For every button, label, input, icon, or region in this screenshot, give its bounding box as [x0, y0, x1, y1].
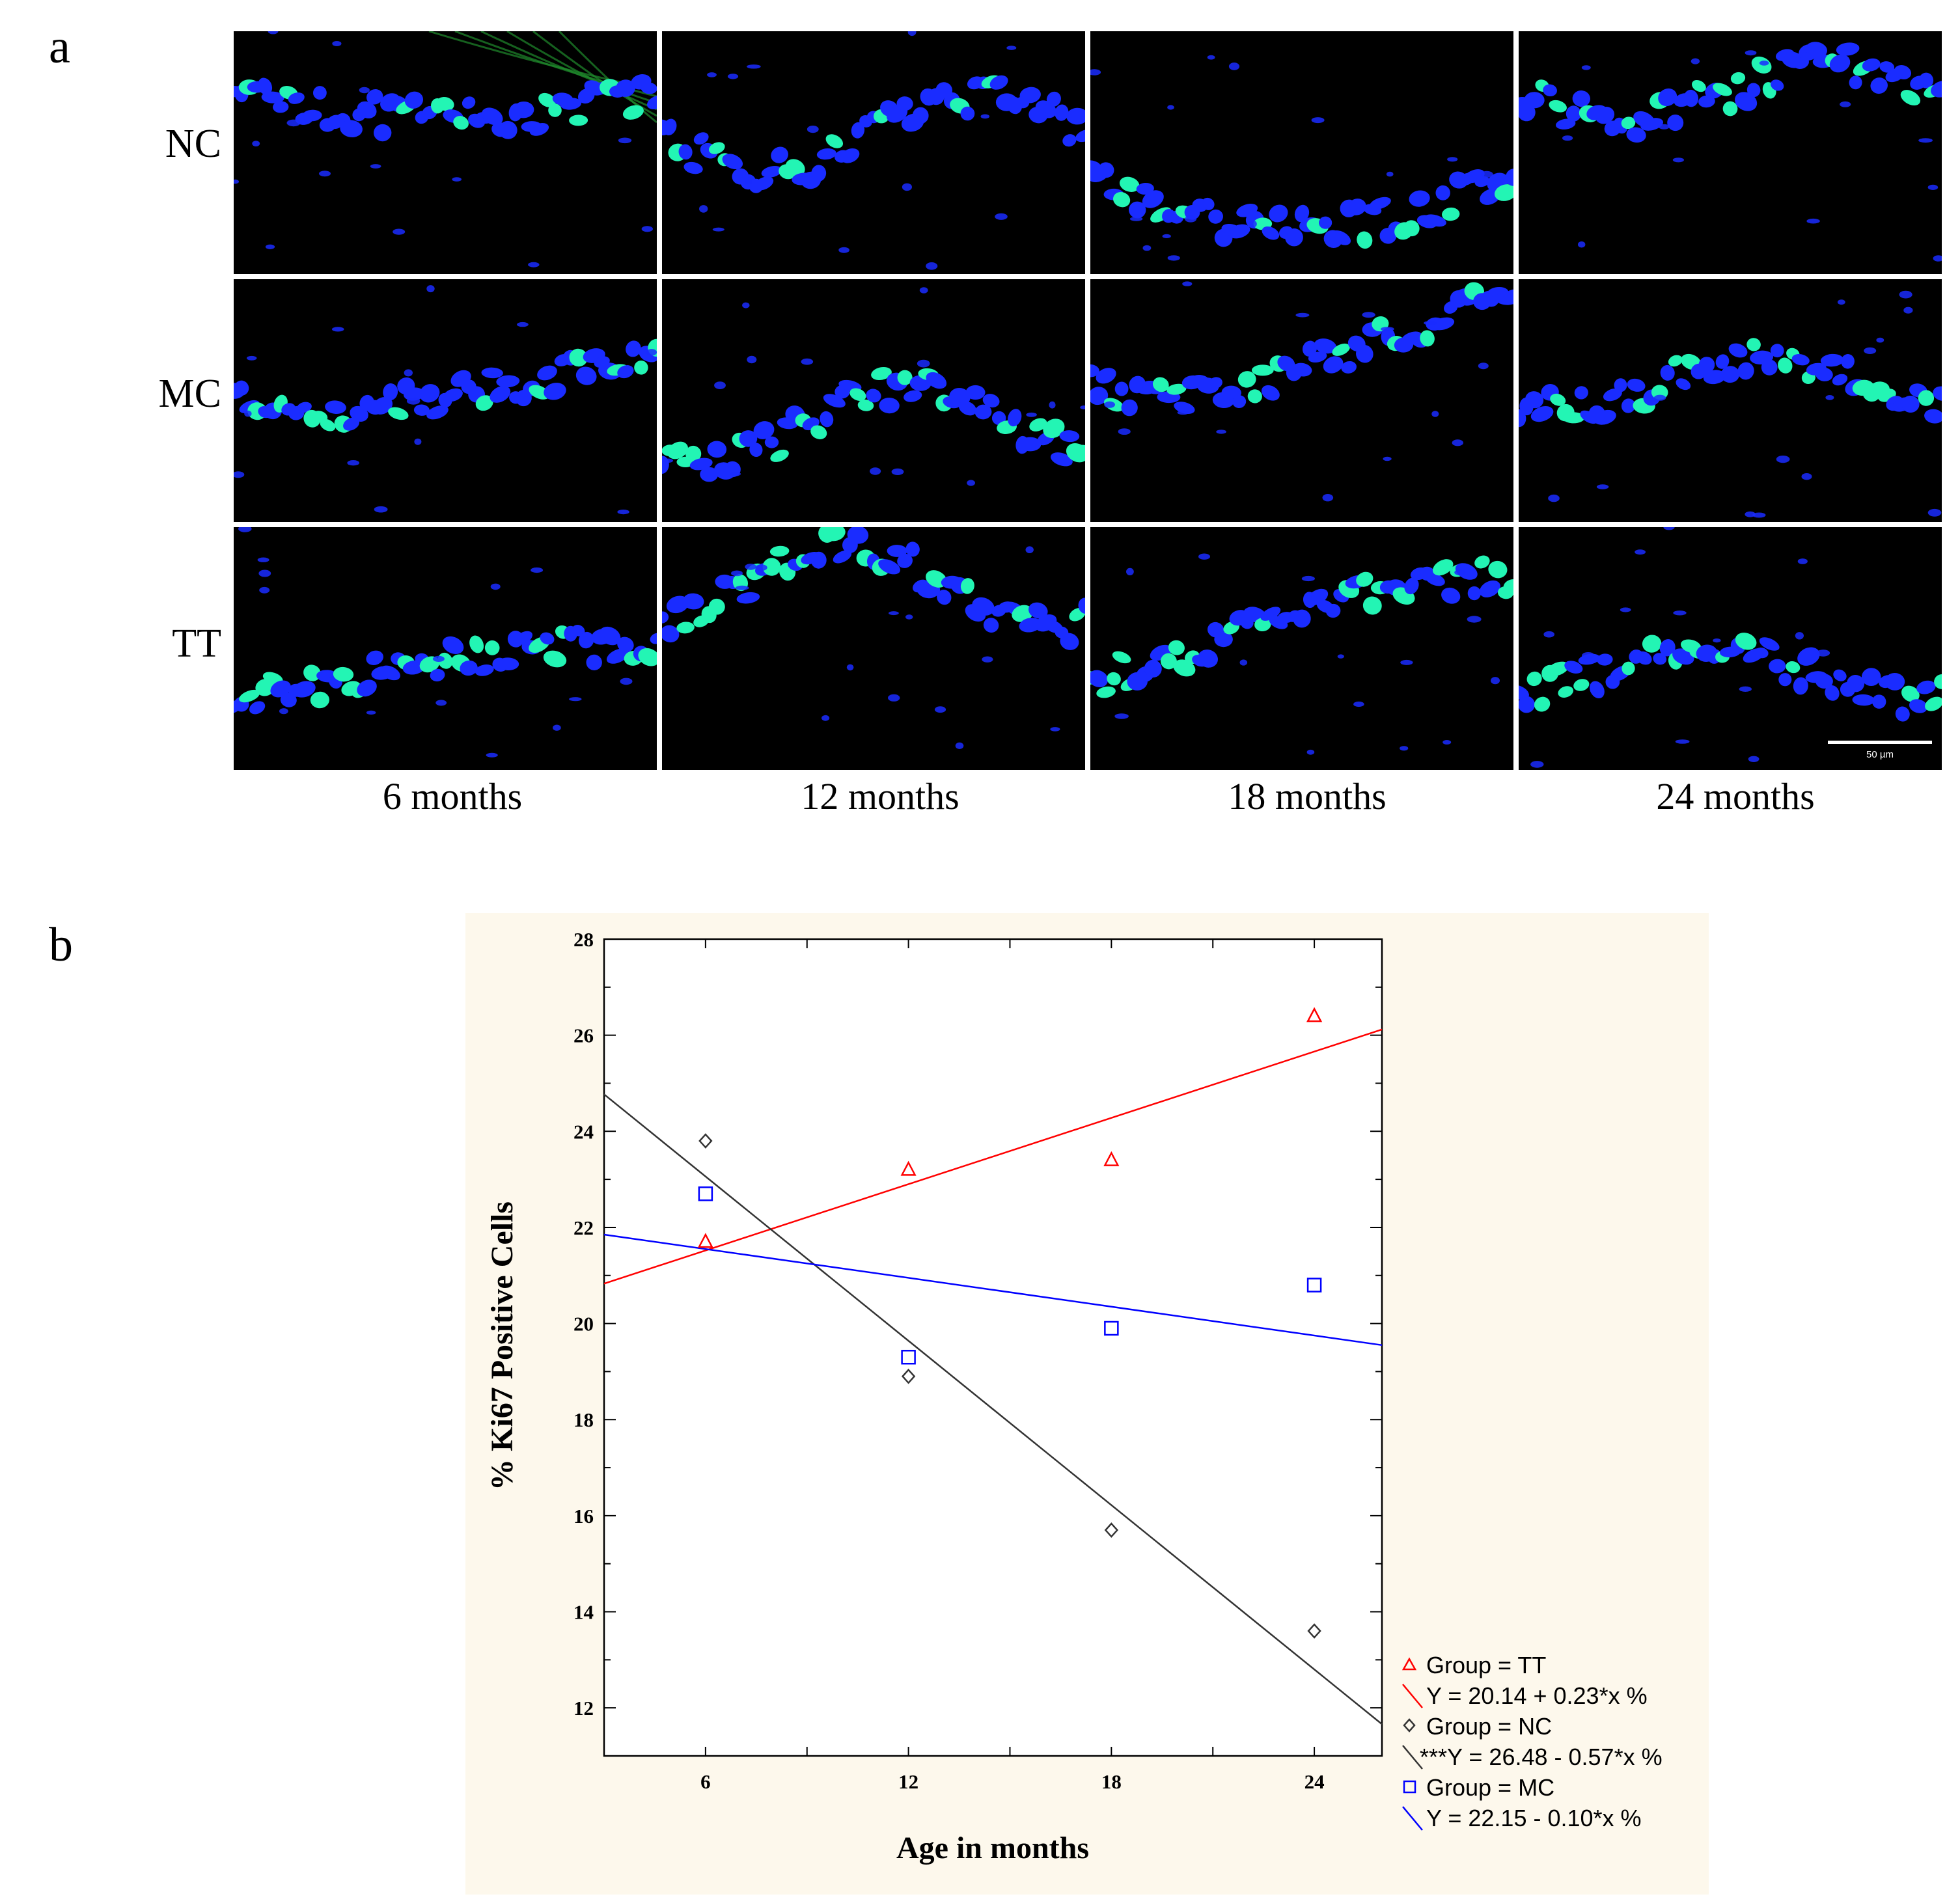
y-tick-label: 24: [573, 1120, 594, 1143]
x-tick-label: 12: [898, 1770, 918, 1793]
col-label-12-months: 12 months: [801, 775, 959, 817]
panel-label-a: a: [49, 20, 70, 74]
legend-series-name: Group = MC: [1426, 1774, 1554, 1801]
legend-series-name: Group = TT: [1426, 1652, 1546, 1678]
y-axis-title: % Ki67 Positive Cells: [485, 1201, 519, 1490]
data-point-2-3: [1306, 1278, 1322, 1293]
x-axis-title: Age in months: [896, 1831, 1089, 1865]
legend-line-0: [1402, 1684, 1423, 1708]
legend: Group = TT Y = 20.14 + 0.23*x % Group = NC…: [1401, 1652, 1663, 1831]
row-label-tt: TT: [172, 622, 221, 666]
legend-fit-equation: Y = 20.14 + 0.23*x %: [1426, 1682, 1648, 1709]
panel-label-b: b: [49, 918, 73, 972]
data-point-1-0: [698, 1133, 713, 1149]
micrograph-mc-24-months: [1519, 279, 1942, 522]
data-point-2-0: [698, 1186, 713, 1201]
x-tick-label: 24: [1304, 1770, 1325, 1793]
y-tick-label: 14: [573, 1601, 594, 1624]
legend-line-2: [1402, 1806, 1423, 1831]
data-point-2-1: [901, 1350, 916, 1365]
y-tick-label: 12: [573, 1697, 594, 1719]
data-point-1-3: [1307, 1623, 1321, 1639]
micrograph-nc-12-months: [662, 31, 1085, 274]
col-label-6-months: 6 months: [382, 775, 523, 817]
ki67-chart: 6 12 18 24 12 14 16 18 20 22 24 26 28 Age in months …: [465, 913, 1709, 1895]
y-tick-label: 26: [573, 1024, 594, 1047]
micrograph-nc-18-months: [1090, 31, 1513, 274]
micrograph-tt-24-months: 50 µm: [1519, 527, 1942, 770]
y-tick-label: 20: [573, 1313, 594, 1335]
data-point-0-2: [1103, 1151, 1120, 1166]
y-tick-label: 18: [573, 1408, 594, 1431]
micrograph-nc-6-months: [234, 31, 657, 274]
data-point-1-2: [1104, 1522, 1119, 1538]
data-point-0-1: [900, 1160, 917, 1176]
data-point-2-2: [1104, 1321, 1119, 1336]
plot-area: [603, 938, 1383, 1757]
micrograph-grid: 50 µm: [234, 31, 1946, 773]
micrograph-tt-18-months: [1090, 527, 1513, 770]
legend-marker-1: [1403, 1718, 1416, 1732]
scale-bar-label: 50 µm: [1866, 749, 1894, 760]
micrograph-nc-24-months: [1519, 31, 1942, 274]
legend-marker-2: [1403, 1780, 1416, 1794]
micrograph-tt-12-months: [662, 527, 1085, 770]
fit-line-1: [603, 1093, 1383, 1725]
micrograph-tt-6-months: [234, 527, 657, 770]
y-tick-label: 28: [573, 928, 594, 951]
col-label-24-months: 24 months: [1656, 775, 1815, 817]
y-tick-label: 16: [573, 1505, 594, 1527]
micrograph-mc-6-months: [234, 279, 657, 522]
fit-line-0: [603, 1028, 1383, 1285]
data-point-0-0: [697, 1233, 713, 1248]
y-tick-label: 22: [573, 1216, 594, 1239]
row-label-mc: MC: [158, 372, 221, 416]
legend-fit-equation: Y = 22.15 - 0.10*x %: [1426, 1805, 1642, 1831]
legend-fit-equation: ***Y = 26.48 - 0.57*x %: [1420, 1744, 1663, 1770]
col-label-18-months: 18 months: [1228, 775, 1387, 817]
data-point-0-3: [1306, 1007, 1323, 1022]
legend-marker-0: [1401, 1657, 1417, 1671]
data-point-1-1: [901, 1368, 916, 1384]
micrograph-mc-18-months: [1090, 279, 1513, 522]
fit-line-2: [603, 1233, 1383, 1347]
row-label-nc: NC: [165, 122, 221, 166]
micrograph-mc-12-months: [662, 279, 1085, 522]
x-tick-label: 6: [700, 1770, 711, 1793]
legend-line-1: [1402, 1745, 1423, 1770]
legend-series-name: Group = NC: [1426, 1713, 1552, 1740]
x-tick-label: 18: [1101, 1770, 1122, 1793]
